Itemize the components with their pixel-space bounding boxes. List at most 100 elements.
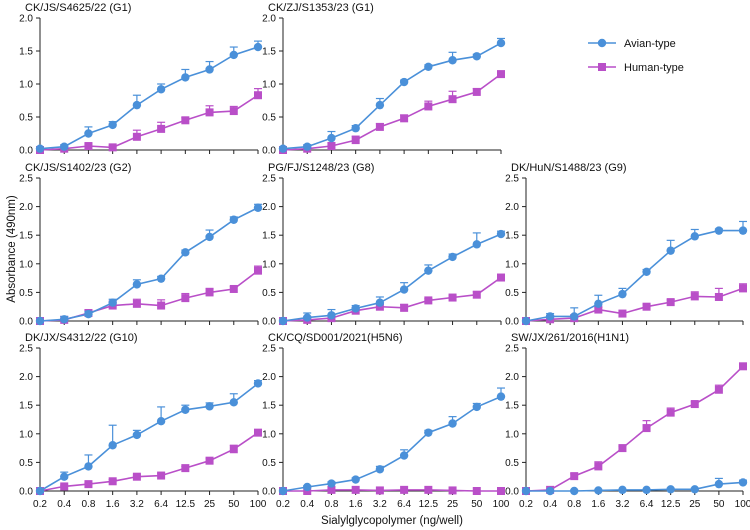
point-human bbox=[132, 472, 141, 481]
point-avian bbox=[496, 38, 506, 48]
legend-human-marker bbox=[598, 63, 606, 71]
point-avian bbox=[253, 42, 263, 52]
series-line-human bbox=[283, 489, 501, 492]
point-avian bbox=[253, 379, 263, 388]
point-human bbox=[205, 108, 214, 117]
legend-item-human: Human-type bbox=[588, 62, 684, 74]
x-tick-label: 50 bbox=[471, 499, 483, 510]
series-human bbox=[279, 485, 505, 495]
point-avian bbox=[132, 100, 142, 110]
point-human bbox=[642, 424, 651, 433]
point-avian bbox=[60, 142, 69, 151]
series-avian bbox=[521, 220, 748, 326]
x-tick-label: 12.5 bbox=[661, 499, 681, 510]
point-human bbox=[472, 487, 481, 495]
series-avian bbox=[35, 203, 263, 326]
point-human bbox=[739, 362, 747, 371]
point-avian bbox=[496, 229, 506, 239]
y-tick-label: 0.5 bbox=[262, 288, 276, 299]
point-avian bbox=[472, 52, 481, 61]
point-human bbox=[594, 462, 603, 471]
point-human bbox=[690, 400, 699, 409]
series-avian bbox=[278, 37, 506, 153]
panels: CK/JS/S4625/22 (G1)0.00.51.01.52.0CK/ZJ/… bbox=[19, 2, 750, 510]
y-tick-label: 0.0 bbox=[19, 487, 33, 498]
y-tick-label: 0.5 bbox=[262, 113, 276, 124]
point-human bbox=[375, 486, 384, 495]
point-avian bbox=[399, 451, 409, 460]
y-tick-label: 1.0 bbox=[19, 80, 33, 91]
series-human bbox=[36, 265, 262, 325]
point-avian bbox=[375, 298, 385, 307]
y-tick-label: 2.0 bbox=[505, 372, 519, 383]
point-avian bbox=[108, 120, 117, 130]
y-tick-label: 2.5 bbox=[19, 344, 33, 355]
point-avian bbox=[690, 232, 699, 241]
point-avian bbox=[303, 313, 312, 322]
x-tick-label: 6.4 bbox=[640, 499, 654, 510]
point-avian bbox=[594, 486, 603, 495]
y-tick-label: 2.5 bbox=[262, 344, 276, 355]
point-avian bbox=[278, 144, 288, 153]
panel-title: SW/JX/261/2016(H1N1) bbox=[511, 332, 629, 344]
y-tick-label: 2.0 bbox=[19, 14, 33, 25]
y-tick-label: 1.5 bbox=[505, 401, 519, 412]
x-tick-label: 100 bbox=[250, 499, 267, 510]
point-avian bbox=[181, 248, 190, 257]
x-tick-label: 6.4 bbox=[397, 499, 411, 510]
point-avian bbox=[278, 486, 288, 496]
point-avian bbox=[132, 280, 142, 289]
point-avian bbox=[35, 316, 45, 326]
y-tick-label: 2.0 bbox=[262, 202, 276, 213]
panel-title: CK/JS/S1402/23 (G2) bbox=[25, 162, 131, 174]
panel-title: PG/FJ/S1248/23 (G8) bbox=[268, 162, 374, 174]
x-tick-label: 12.5 bbox=[176, 499, 196, 510]
series-line-avian bbox=[282, 395, 502, 492]
point-avian bbox=[303, 142, 312, 151]
point-avian bbox=[399, 77, 409, 87]
series-avian bbox=[521, 477, 748, 496]
y-tick-label: 0.5 bbox=[505, 288, 519, 299]
y-tick-label: 0.0 bbox=[19, 146, 33, 157]
panel-4: PG/FJ/S1248/23 (G8) 0.0 0.5 1.0 1.5 2.0 2.5 bbox=[262, 162, 506, 328]
y-tick-label: 2.5 bbox=[19, 174, 33, 185]
y-tick-label: 1.0 bbox=[19, 259, 33, 270]
point-avian bbox=[351, 475, 360, 484]
point-human bbox=[205, 288, 214, 297]
point-avian bbox=[205, 65, 214, 74]
point-avian bbox=[351, 124, 360, 133]
y-tick-label: 0.0 bbox=[262, 487, 276, 498]
y-tick-label: 0.5 bbox=[262, 458, 276, 469]
series-avian bbox=[35, 40, 263, 153]
point-avian bbox=[618, 485, 627, 495]
y-tick-label: 0.0 bbox=[505, 317, 519, 328]
x-tick-label: 0.2 bbox=[276, 499, 290, 510]
point-human bbox=[181, 464, 190, 473]
y-tick-label: 2.5 bbox=[262, 174, 276, 185]
y-tick-label: 2.0 bbox=[19, 372, 33, 383]
point-human bbox=[400, 485, 409, 494]
series-line-avian bbox=[282, 42, 502, 150]
y-axis-label: Absorbance (490nm) bbox=[6, 195, 18, 303]
point-human bbox=[570, 472, 579, 481]
y-tick-label: 2.0 bbox=[505, 202, 519, 213]
point-avian bbox=[108, 298, 117, 307]
y-tick-label: 1.0 bbox=[262, 429, 276, 440]
point-human bbox=[327, 142, 336, 151]
y-tick-label: 2.0 bbox=[19, 202, 33, 213]
panel-7: CK/CQ/SD001/2021(H5N6) 0.0 0.5 1.0 1.5 2.0 2.5… bbox=[262, 332, 510, 510]
series-line-human bbox=[39, 270, 259, 322]
panel-2: CK/ZJ/S1353/23 (G1) 0.0 0.5 1.0 1.5 2.0 bbox=[262, 2, 506, 157]
point-human bbox=[618, 309, 627, 318]
point-avian bbox=[60, 472, 69, 481]
series-line-avian bbox=[525, 229, 743, 322]
x-tick-label: 1.6 bbox=[349, 499, 363, 510]
point-human bbox=[666, 298, 675, 307]
point-avian bbox=[738, 226, 748, 235]
series-line-avian bbox=[39, 46, 259, 150]
point-avian bbox=[521, 486, 531, 496]
y-tick-label: 0.0 bbox=[262, 146, 276, 157]
point-avian bbox=[375, 100, 385, 110]
series-line-human bbox=[39, 432, 259, 492]
